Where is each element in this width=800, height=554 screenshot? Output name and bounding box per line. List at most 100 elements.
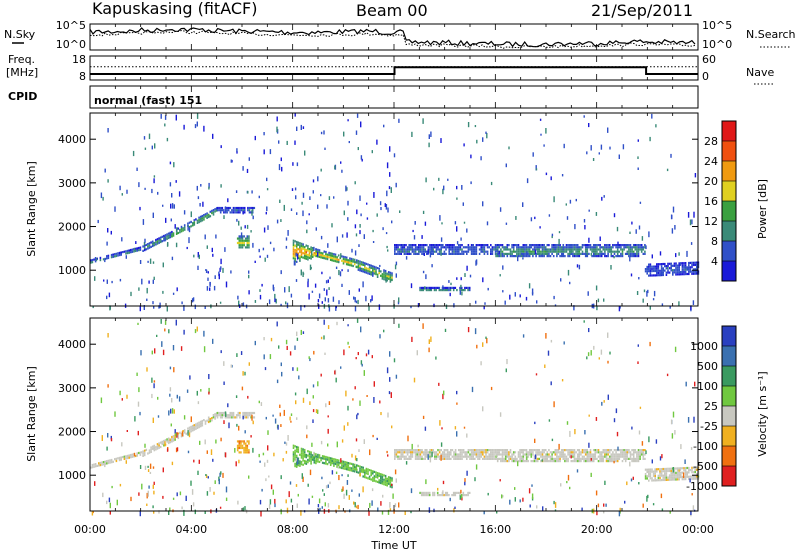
range-cell-8 <box>554 250 557 253</box>
scatter-echo <box>175 447 178 453</box>
range-cell-8 <box>618 455 621 458</box>
range-cell-9 <box>692 268 695 271</box>
scatter-echo <box>196 121 198 127</box>
range-cell-7 <box>443 457 446 460</box>
range-cell-8 <box>581 451 584 454</box>
scatter-echo <box>605 503 607 507</box>
range-cell-11 <box>236 444 239 447</box>
range-cell-8 <box>501 250 504 253</box>
range-cell-5 <box>342 467 345 470</box>
range-cell-9 <box>662 476 664 479</box>
range-cell-6 <box>362 268 364 271</box>
range-cell-2 <box>171 233 173 236</box>
scatter-echo <box>168 329 170 334</box>
scatter-echo <box>425 274 427 280</box>
range-cell-11 <box>248 239 250 242</box>
scatter-echo <box>424 286 426 290</box>
scatter-echo <box>273 452 275 457</box>
range-cell-7 <box>486 244 489 247</box>
range-cell-7 <box>395 252 398 255</box>
range-cell-8 <box>581 455 584 458</box>
xtick-label: 16:00 <box>479 523 511 536</box>
scatter-echo <box>175 114 177 121</box>
range-cell-8 <box>616 246 619 249</box>
scatter-echo <box>448 280 450 283</box>
scatter-echo <box>395 374 398 379</box>
range-cell-3 <box>239 416 241 419</box>
range-cell-8 <box>578 248 581 251</box>
range-cell-6 <box>388 478 390 481</box>
range-cell-8 <box>570 453 573 456</box>
range-cell-6 <box>384 274 387 277</box>
range-cell-7 <box>466 455 468 458</box>
scatter-echo <box>442 480 445 485</box>
range-cell-5 <box>350 257 353 260</box>
range-cell-8 <box>581 449 584 452</box>
range-cell-8 <box>578 460 581 463</box>
scatter-echo <box>456 226 458 232</box>
range-cell-11 <box>241 446 244 450</box>
scatter-echo <box>548 419 551 422</box>
range-cell-3 <box>253 416 256 419</box>
range-cell-7 <box>477 455 479 458</box>
range-cell-5 <box>344 258 346 261</box>
range-cell-8 <box>533 246 536 249</box>
range-cell-8 <box>511 255 513 258</box>
scatter-echo <box>285 237 288 241</box>
scatter-echo <box>121 193 123 196</box>
range-cell-8 <box>628 244 630 247</box>
range-cell-10 <box>467 289 469 292</box>
scatter-echo <box>320 235 323 240</box>
scatter-echo <box>110 230 112 235</box>
scatter-echo <box>560 278 562 282</box>
range-cell-8 <box>612 244 614 247</box>
scatter-echo <box>355 233 358 237</box>
range-cell-11 <box>238 451 241 454</box>
range-cell-7 <box>418 455 420 458</box>
range-cell-8 <box>632 449 635 452</box>
scatter-echo <box>175 432 177 437</box>
range-cell-7 <box>470 250 473 253</box>
range-cell-8 <box>607 250 609 253</box>
range-cell-8 <box>596 449 598 452</box>
nsearch-label: N.Search <box>746 28 796 41</box>
scatter-echo <box>543 144 545 147</box>
range-cell-6 <box>381 273 384 276</box>
range-cell-7 <box>456 250 458 253</box>
range-cell-8 <box>559 244 561 247</box>
scatter-echo <box>629 461 631 467</box>
range-cell-4 <box>292 244 295 247</box>
range-cell-3 <box>250 411 252 415</box>
range-cell-7 <box>418 244 420 247</box>
range-cell-8 <box>640 250 643 253</box>
range-cell-9 <box>684 469 687 472</box>
range-cell-10 <box>468 491 471 494</box>
scatter-echo <box>162 290 164 294</box>
range-cell-2 <box>209 210 212 213</box>
scatter-echo <box>286 302 289 309</box>
scatter-echo <box>161 341 163 347</box>
scatter-echo <box>151 145 153 150</box>
range-cell-7 <box>450 457 452 460</box>
scatter-echo <box>371 355 373 359</box>
range-cell-5 <box>347 263 350 266</box>
range-cell-8 <box>594 455 597 458</box>
range-cell-3 <box>227 206 230 210</box>
range-cell-7 <box>426 453 428 456</box>
range-cell-7 <box>467 244 470 247</box>
range-cell-7 <box>472 248 474 251</box>
range-cell-8 <box>528 248 531 251</box>
range-cell-9 <box>676 268 679 272</box>
range-cell-7 <box>397 248 399 251</box>
range-cell-7 <box>470 457 473 460</box>
range-cell-6 <box>365 472 368 475</box>
range-cell-4 <box>308 450 311 453</box>
range-cell-7 <box>443 252 446 255</box>
range-cell-9 <box>678 478 680 481</box>
range-cell-8 <box>560 252 563 255</box>
range-cell-7 <box>464 250 466 253</box>
scatter-echo <box>368 510 370 516</box>
range-cell-5 <box>352 467 354 470</box>
scatter-echo <box>338 300 340 305</box>
